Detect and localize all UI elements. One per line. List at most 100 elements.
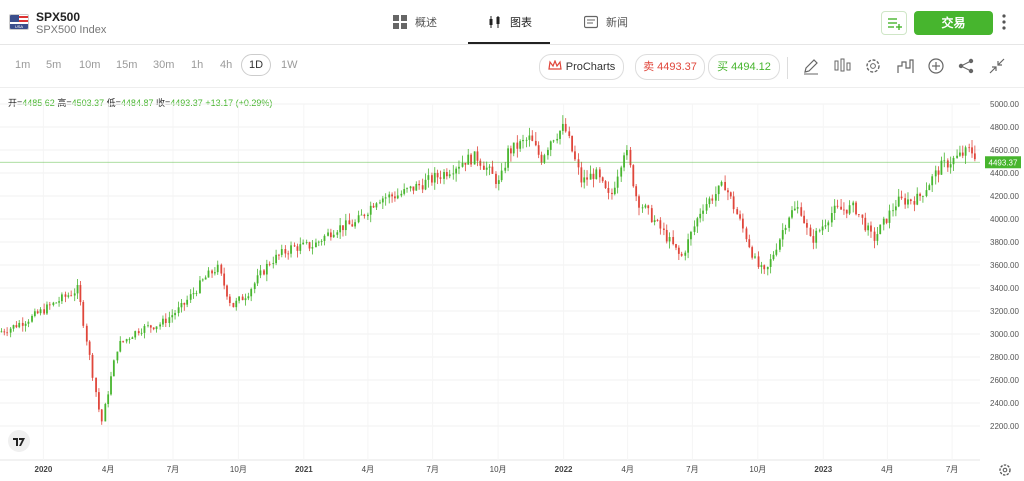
candle-body	[736, 209, 739, 215]
buy-button[interactable]: 买 4494.12	[708, 54, 780, 80]
chart-settings-icon[interactable]	[998, 463, 1012, 477]
candle-body	[772, 254, 775, 260]
candle-body	[653, 220, 656, 223]
tab-overview-label: 概述	[415, 17, 437, 29]
candle-body	[611, 192, 613, 195]
candle-body	[263, 270, 265, 275]
candle-body	[705, 204, 708, 211]
add-to-watchlist-button[interactable]	[881, 11, 907, 35]
timeframe-4h[interactable]: 4h	[220, 59, 233, 71]
timeframe-1w[interactable]: 1W	[281, 59, 298, 71]
tradingview-logo[interactable]	[8, 430, 30, 452]
candle-body	[61, 294, 63, 302]
candle-body	[287, 253, 290, 255]
timeframe-5m[interactable]: 5m	[46, 59, 62, 71]
x-tick-label: 2021	[295, 465, 313, 474]
bar-chart-icon[interactable]	[895, 56, 915, 76]
candle-body	[67, 295, 70, 297]
candle-body	[507, 148, 509, 168]
candle-body	[131, 337, 134, 339]
candle-body	[427, 175, 430, 180]
candle-body	[421, 185, 424, 190]
candle-body	[400, 193, 403, 196]
price-chart[interactable]: 2200.00 2400.00 2600.00 2800.00 3000.00 3200.…	[0, 88, 1024, 481]
candle-body	[882, 218, 885, 225]
trade-button[interactable]: 交易	[914, 11, 993, 35]
candle-body	[693, 226, 696, 232]
candle-body	[137, 331, 140, 334]
candle-body	[452, 173, 455, 175]
tab-overview[interactable]: 概述	[393, 0, 437, 44]
candle-body	[323, 235, 326, 241]
candle-body	[522, 139, 524, 142]
close-label: 收=	[155, 98, 171, 108]
candle-body	[778, 239, 781, 250]
candle-body	[220, 264, 223, 274]
sell-button[interactable]: 卖 4493.37	[635, 54, 705, 80]
candle-body	[952, 157, 955, 165]
candle-body	[247, 296, 250, 299]
gear-icon[interactable]	[863, 56, 883, 76]
candle-body	[601, 177, 604, 182]
tab-chart[interactable]: 图表	[488, 0, 532, 44]
candle-body	[293, 245, 296, 247]
candle-body	[302, 242, 305, 245]
candle-body	[519, 141, 522, 149]
candle-body	[443, 172, 445, 179]
candle-body	[317, 241, 320, 243]
timeframe-1d[interactable]: 1D	[241, 54, 272, 76]
share-icon[interactable]	[956, 56, 976, 76]
candle-body	[21, 322, 24, 326]
candle-body	[186, 299, 189, 305]
timeframe-1m[interactable]: 1m	[15, 59, 31, 71]
candle-body	[36, 311, 39, 314]
candle-body	[73, 293, 76, 296]
candle-body	[699, 213, 702, 219]
add-icon[interactable]	[926, 56, 946, 76]
tab-news[interactable]: 新闻	[584, 0, 628, 44]
candle-body	[973, 153, 976, 160]
candle-body	[406, 188, 408, 190]
timeframe-1h[interactable]: 1h	[191, 59, 204, 71]
candle-body	[192, 293, 195, 295]
candle-body	[919, 193, 921, 197]
candle-body	[876, 234, 879, 241]
candle-body	[500, 170, 503, 181]
y-tick-label: 2600.00	[990, 376, 1019, 385]
candle-body	[43, 309, 46, 314]
candle-body	[125, 339, 128, 342]
candle-body	[949, 164, 952, 168]
candle-body	[174, 313, 176, 316]
timeframe-10m[interactable]: 10m	[79, 59, 101, 71]
collapse-icon[interactable]	[987, 56, 1007, 76]
candle-body	[549, 141, 552, 150]
x-tick-label: 4月	[621, 465, 633, 474]
timeframe-15m[interactable]: 15m	[116, 59, 138, 71]
candle-body	[491, 166, 494, 174]
indicator-icon[interactable]	[832, 56, 852, 76]
timeframe-30m[interactable]: 30m	[153, 59, 175, 71]
candle-body	[800, 207, 803, 216]
candle-body	[727, 190, 729, 193]
candle-body	[650, 208, 653, 223]
candle-body	[290, 245, 292, 254]
candle-body	[748, 239, 751, 248]
candle-body	[592, 173, 595, 180]
candle-body	[840, 206, 842, 210]
candle-body	[629, 149, 632, 166]
candle-body	[100, 409, 103, 422]
candle-body	[332, 234, 335, 238]
candle-body	[510, 148, 512, 154]
candle-body	[256, 275, 259, 284]
candle-body	[155, 326, 158, 330]
candle-body	[24, 323, 27, 326]
candle-body	[861, 214, 864, 218]
prochart-button[interactable]: ProCharts	[539, 54, 624, 80]
pencil-icon[interactable]	[801, 56, 821, 76]
y-tick-label: 2200.00	[990, 422, 1019, 431]
candle-body	[586, 177, 588, 180]
candle-body	[769, 259, 772, 267]
candle-body	[677, 247, 680, 254]
more-options-icon[interactable]	[1001, 12, 1007, 32]
candle-body	[580, 167, 583, 183]
